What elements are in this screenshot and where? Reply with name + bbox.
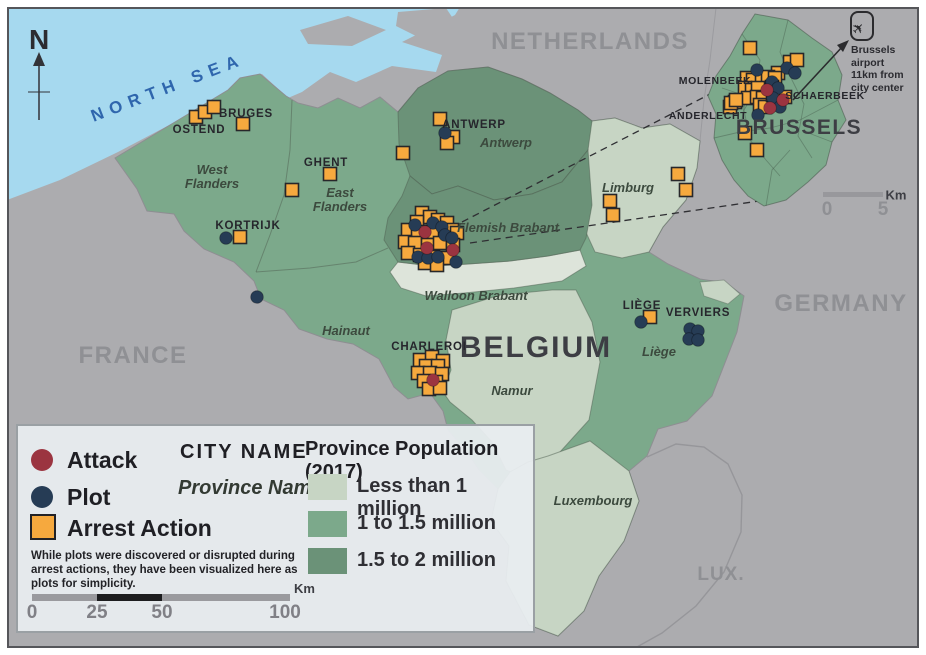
- scalebar-tick: 100: [269, 602, 301, 623]
- plot-legend-label: Plot: [67, 484, 111, 510]
- scalebar-tick: 50: [151, 602, 173, 623]
- arrest-marker: [605, 207, 621, 223]
- plot-legend-swatch: [31, 486, 53, 508]
- arrest-marker: [678, 182, 694, 198]
- airport-note-line: 11km from: [851, 69, 904, 81]
- legend-footnote: While plots were discovered or disrupted…: [31, 550, 298, 590]
- arrest-marker: [206, 99, 222, 115]
- scalebar-tick: 0: [26, 602, 38, 623]
- main-scalebar-segment: [162, 594, 290, 601]
- airport-arrow: [792, 45, 844, 101]
- plot-marker: [449, 255, 463, 269]
- luxembourg-country-border: [635, 443, 743, 647]
- city-name-example-label: CITY NAME: [180, 441, 308, 463]
- inset-scalebar: [823, 192, 883, 197]
- arrest-marker: [737, 125, 753, 141]
- main-scalebar-segment: [97, 594, 162, 601]
- plot-marker: [250, 290, 264, 304]
- arrest-marker: [728, 92, 744, 108]
- arrest-marker: [432, 111, 448, 127]
- attack-marker: [420, 241, 434, 255]
- north-arrow: [28, 52, 50, 120]
- airport-arrowhead: [837, 40, 849, 52]
- hainaut-internal-border: [255, 247, 389, 273]
- attack-marker: [418, 225, 432, 239]
- attack-marker: [760, 83, 774, 97]
- arrest-marker: [322, 166, 338, 182]
- attack-marker: [776, 93, 790, 107]
- arrest-marker: [395, 145, 411, 161]
- population-class-label: Less than 1 million: [357, 475, 468, 520]
- airport-annotation: Brussels airport 11km from city center: [851, 44, 921, 94]
- arrest-marker: [670, 166, 686, 182]
- airport-note-line: city center: [851, 81, 904, 94]
- plot-marker: [445, 231, 459, 245]
- plot-marker: [751, 108, 765, 122]
- scalebar-unit: Km: [294, 581, 315, 596]
- province-name-example-label: Province Name: [178, 477, 323, 499]
- plot-marker: [408, 218, 422, 232]
- legend-panel: Attack Plot Arrest Action CITY NAME Prov…: [16, 424, 535, 633]
- arrest-marker: [749, 142, 765, 158]
- plot-marker: [691, 333, 705, 347]
- zeeland-island: [300, 16, 386, 46]
- arrest-marker: [742, 40, 758, 56]
- attack-marker: [763, 101, 777, 115]
- plot-marker: [438, 126, 452, 140]
- map-frame-border: [7, 7, 919, 648]
- arrest-marker: [235, 116, 251, 132]
- population-swatch-medium: [308, 511, 347, 537]
- population-class-label: 1.5 to 2 million: [357, 549, 496, 571]
- netherlands-germany-border: [699, 8, 717, 142]
- plot-marker: [634, 315, 648, 329]
- scalebar-tick: 25: [86, 602, 108, 623]
- attack-marker: [426, 373, 440, 387]
- flanders-internal-border: [255, 99, 293, 273]
- arrest-legend-label: Arrest Action: [67, 515, 212, 541]
- plot-marker: [219, 231, 233, 245]
- liege-light-pocket: [699, 279, 741, 305]
- population-swatch-light: [308, 474, 347, 500]
- arrest-marker: [789, 52, 805, 68]
- north-sea: [8, 8, 460, 200]
- zeeland-island: [396, 8, 458, 38]
- plot-marker: [750, 63, 764, 77]
- arrest-marker: [232, 229, 248, 245]
- plot-marker: [431, 250, 445, 264]
- population-swatch-dark: [308, 548, 347, 574]
- compass-north-label: N: [29, 24, 50, 55]
- main-scalebar-segment: [32, 594, 97, 601]
- incident-markers: [188, 40, 805, 397]
- airport-note-line: Brussels airport: [851, 44, 896, 69]
- arrest-marker: [602, 193, 618, 209]
- plot-marker: [788, 66, 802, 80]
- arrest-legend-swatch: [30, 514, 56, 540]
- population-legend-title: Province Population (2017): [305, 438, 499, 483]
- arrest-marker: [284, 182, 300, 198]
- attack-legend-label: Attack: [67, 447, 138, 473]
- population-class-label: 1 to 1.5 million: [357, 512, 496, 534]
- attack-legend-swatch: [31, 449, 53, 471]
- attack-marker: [446, 243, 460, 257]
